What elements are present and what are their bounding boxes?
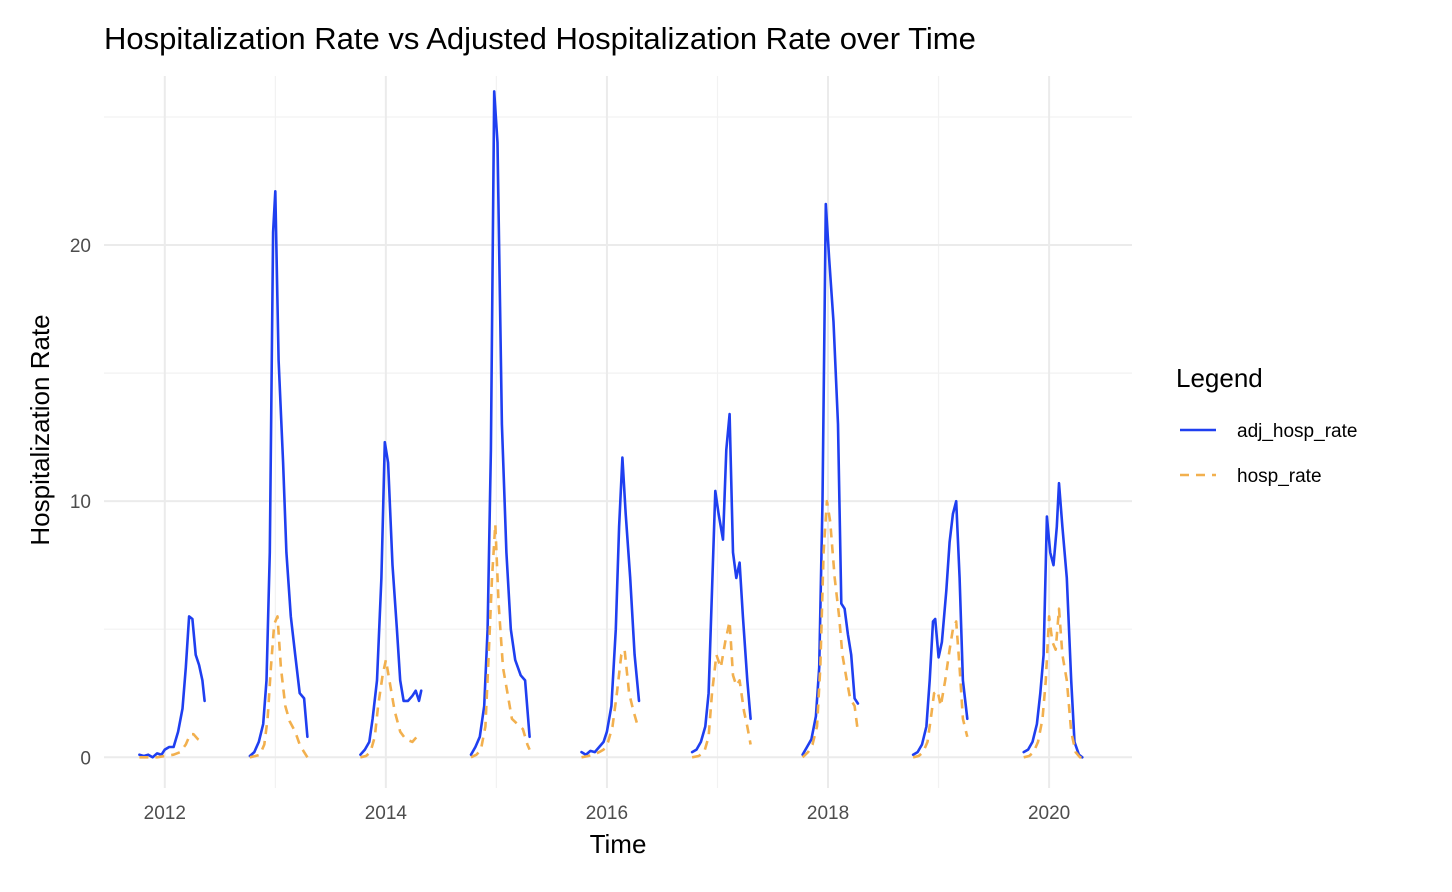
- x-tick-label-2014: 2014: [365, 803, 408, 824]
- x-axis-title: Time: [590, 829, 647, 859]
- series-line-hosp-rate-season-4: [581, 648, 640, 759]
- series-line-hosp-rate-season-6: [801, 499, 860, 759]
- series-line-adj-hosp-rate-season-1: [248, 190, 309, 758]
- x-tick-label-2012: 2012: [144, 803, 186, 824]
- grid: [104, 76, 1132, 788]
- series-layer: [138, 90, 1084, 759]
- y-tick-label-10: 10: [70, 492, 91, 513]
- series-line-hosp-rate-season-5: [691, 620, 752, 759]
- series-line-adj-hosp-rate-season-5: [690, 412, 752, 754]
- series-line-adj-hosp-rate-season-3: [469, 90, 531, 756]
- x-tick-label-2020: 2020: [1028, 803, 1070, 824]
- series-adj-hosp-rate: [138, 90, 1084, 759]
- series-line-hosp-rate-season-3: [470, 522, 531, 759]
- legend-title: Legend: [1176, 363, 1263, 393]
- series-line-adj-hosp-rate-season-8: [1022, 481, 1084, 759]
- series-line-adj-hosp-rate-season-7: [911, 499, 969, 756]
- x-tick-label-2016: 2016: [586, 803, 628, 824]
- series-line-hosp-rate-season-8: [1023, 607, 1083, 759]
- series-line-adj-hosp-rate-season-4: [580, 456, 641, 756]
- legend: Legend adj_hosp_rate hosp_rate: [1176, 363, 1357, 487]
- series-line-hosp-rate-season-0: [139, 732, 204, 759]
- y-tick-label-20: 20: [70, 236, 91, 257]
- y-axis-title: Hospitalization Rate: [25, 314, 55, 545]
- series-line-adj-hosp-rate-season-2: [359, 440, 423, 756]
- chart-title: Hospitalization Rate vs Adjusted Hospita…: [104, 21, 976, 56]
- legend-label-adj-hosp-rate: adj_hosp_rate: [1237, 421, 1357, 442]
- series-line-adj-hosp-rate-season-0: [138, 615, 206, 759]
- series-line-hosp-rate-season-2: [360, 658, 422, 759]
- legend-label-hosp-rate: hosp_rate: [1237, 466, 1322, 487]
- series-hosp-rate: [139, 499, 1083, 759]
- axes: 2012 2014 2016 2018 2020 0 10 20: [70, 236, 1070, 824]
- y-tick-label-0: 0: [80, 748, 91, 769]
- series-line-adj-hosp-rate-season-6: [801, 202, 860, 756]
- series-line-hosp-rate-season-7: [912, 620, 969, 759]
- x-tick-label-2018: 2018: [807, 803, 849, 824]
- series-line-hosp-rate-season-1: [249, 615, 309, 759]
